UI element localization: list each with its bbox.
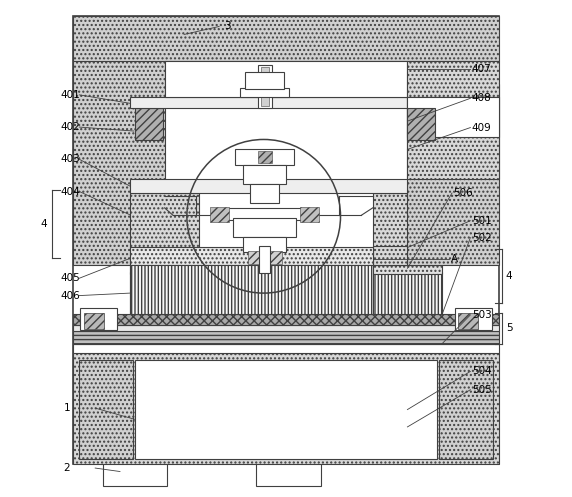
Bar xyxy=(455,308,492,331)
Text: 504: 504 xyxy=(472,366,491,376)
Bar xyxy=(130,97,407,108)
Text: 409: 409 xyxy=(472,123,491,133)
Bar xyxy=(73,15,499,464)
Bar xyxy=(73,352,499,464)
Bar xyxy=(300,207,319,222)
Bar xyxy=(248,251,281,264)
Text: A: A xyxy=(451,254,458,264)
Bar xyxy=(258,152,272,163)
Bar xyxy=(245,72,284,89)
Text: 403: 403 xyxy=(61,154,80,165)
Text: 402: 402 xyxy=(61,122,80,132)
Bar xyxy=(459,313,478,329)
Bar xyxy=(210,207,229,222)
Text: 406: 406 xyxy=(61,291,80,301)
Bar xyxy=(130,179,407,193)
Bar xyxy=(136,108,163,141)
Text: 5: 5 xyxy=(506,323,513,333)
Text: 502: 502 xyxy=(472,233,491,243)
Bar xyxy=(73,326,499,331)
Bar xyxy=(233,218,296,237)
Bar xyxy=(261,67,269,106)
Bar xyxy=(130,247,373,265)
Bar xyxy=(240,88,289,97)
Bar xyxy=(73,15,499,61)
Bar xyxy=(130,265,442,274)
Text: 503: 503 xyxy=(472,310,491,320)
Bar xyxy=(73,60,165,265)
Bar xyxy=(73,331,499,343)
Bar xyxy=(407,84,499,265)
Bar xyxy=(407,97,499,179)
Bar xyxy=(259,246,270,273)
Text: 1: 1 xyxy=(63,403,70,413)
Text: 505: 505 xyxy=(472,385,491,395)
Text: 4: 4 xyxy=(506,271,513,281)
Bar xyxy=(407,97,499,137)
Bar xyxy=(243,165,287,184)
Bar xyxy=(373,193,407,265)
Text: 3: 3 xyxy=(224,21,231,31)
Bar xyxy=(84,313,104,329)
Bar xyxy=(439,360,493,459)
Bar xyxy=(130,193,199,265)
Bar xyxy=(79,360,133,459)
Text: 408: 408 xyxy=(472,93,491,103)
Bar xyxy=(165,61,407,97)
Bar xyxy=(407,108,435,141)
Text: 501: 501 xyxy=(472,216,491,226)
Bar xyxy=(373,246,407,265)
Text: 4: 4 xyxy=(41,219,47,229)
Bar xyxy=(407,61,499,97)
Bar xyxy=(256,463,321,487)
Text: 401: 401 xyxy=(61,90,80,100)
Bar xyxy=(130,272,442,315)
Bar xyxy=(130,265,373,315)
Bar xyxy=(73,315,499,326)
Bar xyxy=(73,343,499,352)
Bar xyxy=(102,463,167,487)
Text: 2: 2 xyxy=(63,463,70,473)
Bar xyxy=(251,184,279,203)
Text: 405: 405 xyxy=(61,273,80,283)
Bar xyxy=(243,237,287,252)
Bar xyxy=(80,308,117,331)
Bar xyxy=(236,150,294,165)
Bar xyxy=(258,65,272,108)
Text: 407: 407 xyxy=(472,64,491,74)
Text: 404: 404 xyxy=(61,186,80,196)
Bar xyxy=(225,208,309,220)
Bar xyxy=(135,360,437,459)
Text: 506: 506 xyxy=(454,188,473,198)
